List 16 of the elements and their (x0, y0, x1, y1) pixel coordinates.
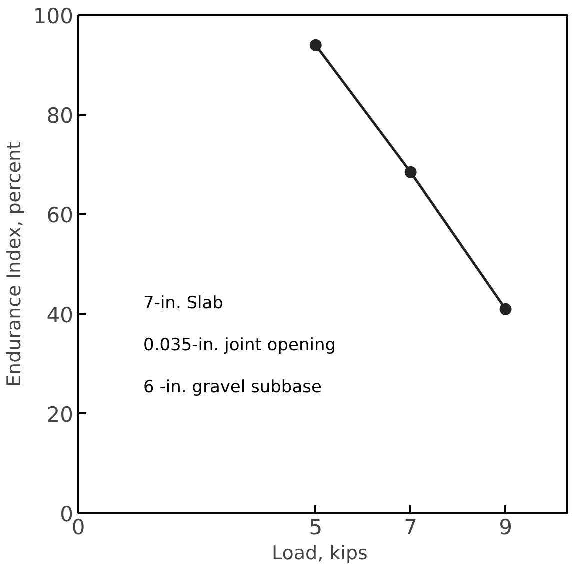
annotation: 6 -in. gravel subbase (144, 378, 322, 398)
y-tick-label: 60 (46, 204, 74, 228)
x-tick-label: 9 (499, 516, 512, 540)
x-tick-label: 5 (309, 516, 323, 540)
y-tick-label: 40 (46, 303, 74, 328)
annotation: 7-in. Slab (144, 294, 224, 314)
y-tick-label: 20 (46, 402, 74, 427)
y-axis-title: Endurance Index, percent (3, 142, 26, 387)
point (310, 39, 322, 52)
x-tick-label: 7 (404, 516, 418, 540)
annotation: 0.035-in. joint opening (144, 336, 336, 356)
x-axis-title: Load, kips (272, 542, 368, 564)
point (500, 303, 512, 316)
point (404, 166, 417, 178)
y-tick-label: 100 (33, 4, 74, 28)
y-tick-label: 80 (46, 104, 74, 128)
